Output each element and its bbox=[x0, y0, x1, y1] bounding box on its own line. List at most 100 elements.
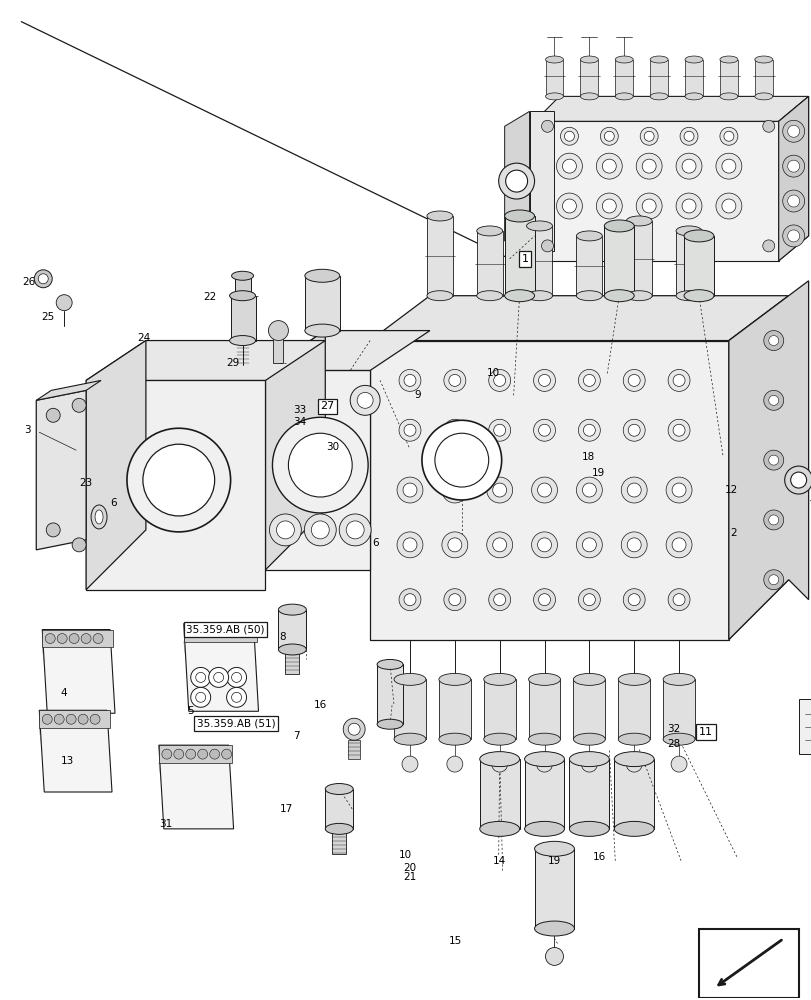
Bar bbox=[698, 929, 798, 998]
Circle shape bbox=[339, 514, 371, 546]
Ellipse shape bbox=[524, 752, 564, 767]
Circle shape bbox=[595, 193, 621, 219]
Ellipse shape bbox=[504, 290, 534, 302]
Circle shape bbox=[444, 369, 466, 391]
Circle shape bbox=[667, 589, 689, 611]
Circle shape bbox=[404, 424, 415, 436]
Circle shape bbox=[191, 687, 210, 707]
Circle shape bbox=[448, 424, 461, 436]
Circle shape bbox=[531, 477, 557, 503]
Circle shape bbox=[628, 374, 639, 386]
Ellipse shape bbox=[483, 733, 515, 745]
Ellipse shape bbox=[304, 324, 339, 337]
Ellipse shape bbox=[573, 733, 604, 745]
Ellipse shape bbox=[479, 752, 519, 767]
Circle shape bbox=[577, 589, 599, 611]
Ellipse shape bbox=[684, 56, 702, 63]
Text: 34: 34 bbox=[293, 417, 307, 427]
Ellipse shape bbox=[230, 291, 255, 301]
Circle shape bbox=[787, 160, 799, 172]
Ellipse shape bbox=[615, 93, 633, 100]
Circle shape bbox=[187, 628, 196, 638]
Circle shape bbox=[672, 483, 685, 497]
Ellipse shape bbox=[754, 56, 772, 63]
Polygon shape bbox=[376, 664, 402, 724]
Polygon shape bbox=[427, 216, 453, 296]
Ellipse shape bbox=[650, 56, 667, 63]
Circle shape bbox=[404, 374, 415, 386]
Circle shape bbox=[195, 672, 205, 682]
Circle shape bbox=[505, 170, 527, 192]
Circle shape bbox=[488, 589, 510, 611]
Circle shape bbox=[226, 687, 247, 707]
Circle shape bbox=[643, 131, 654, 141]
Circle shape bbox=[581, 756, 597, 772]
Circle shape bbox=[208, 667, 229, 687]
Text: 17: 17 bbox=[279, 804, 293, 814]
Ellipse shape bbox=[614, 821, 654, 836]
Polygon shape bbox=[230, 296, 255, 341]
Ellipse shape bbox=[528, 673, 560, 685]
Circle shape bbox=[435, 433, 488, 487]
Circle shape bbox=[247, 628, 256, 638]
Circle shape bbox=[72, 398, 86, 412]
Ellipse shape bbox=[524, 821, 564, 836]
Circle shape bbox=[763, 570, 783, 590]
Ellipse shape bbox=[427, 211, 453, 221]
Text: 13: 13 bbox=[61, 756, 75, 766]
Circle shape bbox=[576, 532, 602, 558]
Circle shape bbox=[595, 153, 621, 179]
Circle shape bbox=[66, 714, 76, 724]
Text: 16: 16 bbox=[592, 852, 605, 862]
Circle shape bbox=[268, 321, 288, 341]
Text: 3: 3 bbox=[24, 425, 31, 435]
Polygon shape bbox=[332, 829, 345, 854]
Text: 1: 1 bbox=[521, 254, 528, 264]
Polygon shape bbox=[234, 276, 251, 296]
Circle shape bbox=[538, 374, 550, 386]
Ellipse shape bbox=[625, 291, 651, 301]
Circle shape bbox=[276, 521, 294, 539]
Ellipse shape bbox=[534, 841, 573, 856]
Ellipse shape bbox=[439, 673, 470, 685]
Ellipse shape bbox=[526, 291, 551, 301]
Circle shape bbox=[763, 390, 783, 410]
Circle shape bbox=[623, 369, 645, 391]
Circle shape bbox=[492, 538, 506, 552]
Ellipse shape bbox=[676, 291, 702, 301]
Circle shape bbox=[790, 472, 805, 488]
Polygon shape bbox=[684, 60, 702, 96]
Circle shape bbox=[402, 538, 417, 552]
Circle shape bbox=[191, 667, 210, 687]
Circle shape bbox=[576, 477, 602, 503]
Ellipse shape bbox=[615, 56, 633, 63]
Ellipse shape bbox=[479, 821, 519, 836]
Text: 16: 16 bbox=[313, 700, 327, 710]
Circle shape bbox=[625, 756, 642, 772]
Circle shape bbox=[672, 594, 684, 606]
Circle shape bbox=[493, 374, 505, 386]
Circle shape bbox=[787, 195, 799, 207]
Circle shape bbox=[665, 532, 691, 558]
Text: 35.359.AB (50): 35.359.AB (50) bbox=[186, 625, 264, 635]
Circle shape bbox=[226, 667, 247, 687]
Ellipse shape bbox=[526, 221, 551, 231]
Ellipse shape bbox=[580, 93, 598, 100]
Circle shape bbox=[537, 538, 551, 552]
Ellipse shape bbox=[603, 220, 633, 232]
Ellipse shape bbox=[278, 604, 306, 615]
Circle shape bbox=[491, 756, 507, 772]
Circle shape bbox=[581, 538, 595, 552]
Circle shape bbox=[348, 723, 360, 735]
Circle shape bbox=[538, 594, 550, 606]
Circle shape bbox=[768, 336, 778, 346]
Circle shape bbox=[45, 634, 55, 644]
Polygon shape bbox=[580, 60, 598, 96]
Polygon shape bbox=[545, 60, 563, 96]
Polygon shape bbox=[86, 380, 265, 590]
Polygon shape bbox=[370, 341, 728, 640]
Circle shape bbox=[448, 374, 461, 386]
Circle shape bbox=[90, 714, 100, 724]
Circle shape bbox=[448, 538, 461, 552]
Ellipse shape bbox=[393, 733, 426, 745]
